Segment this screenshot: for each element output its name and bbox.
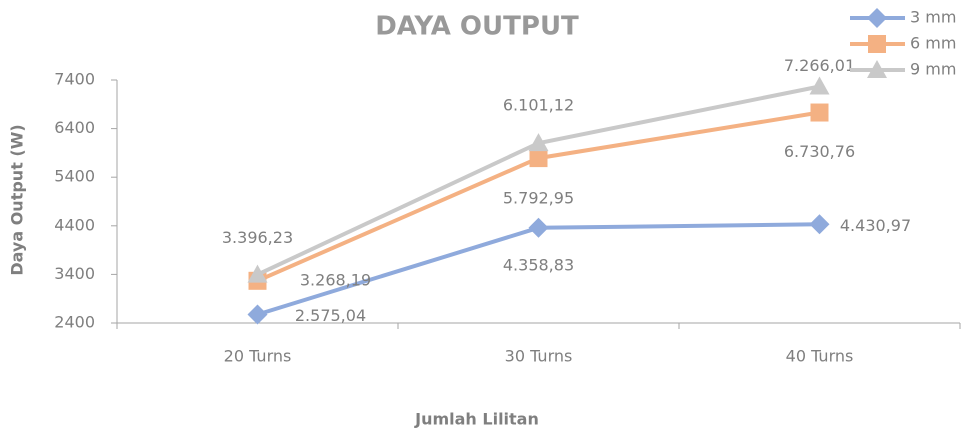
data-point — [528, 217, 549, 238]
data-point — [809, 214, 830, 235]
x-tick-label: 40 Turns — [786, 347, 854, 366]
legend-marker — [867, 60, 887, 78]
data-point — [529, 149, 548, 168]
x-axis-label: Jumlah Lilitan — [414, 410, 539, 429]
legend-label: 3 mm — [910, 8, 956, 27]
y-tick-label: 4400 — [54, 215, 95, 234]
y-tick-label: 6400 — [54, 118, 95, 137]
chart-title: DAYA OUTPUT — [375, 12, 579, 42]
y-tick-label: 3400 — [54, 264, 95, 283]
data-point — [528, 133, 549, 152]
data-label: 4.430,97 — [840, 216, 911, 235]
data-point — [809, 76, 830, 95]
y-tick-label: 5400 — [54, 167, 95, 186]
legend-label: 6 mm — [910, 34, 956, 53]
series-line — [256, 84, 820, 277]
data-point — [810, 103, 829, 122]
data-label: 3.396,23 — [222, 228, 293, 247]
data-label: 2.575,04 — [295, 306, 366, 325]
legend-marker — [867, 8, 887, 28]
legend-label: 9 mm — [910, 60, 956, 79]
y-axis-label: Daya Output (W) — [8, 124, 27, 275]
data-label: 6.730,76 — [784, 142, 855, 161]
data-label: 7.266,01 — [784, 56, 855, 75]
x-tick-label: 20 Turns — [224, 347, 292, 366]
data-label: 3.268,19 — [300, 270, 371, 289]
data-label: 5.792,95 — [503, 189, 574, 208]
y-tick-label: 2400 — [54, 313, 95, 332]
y-tick-label: 7400 — [54, 70, 95, 89]
data-label: 4.358,83 — [503, 255, 574, 274]
data-label: 6.101,12 — [503, 96, 574, 115]
data-point — [247, 264, 268, 283]
legend-marker — [868, 35, 886, 53]
x-tick-label: 30 Turns — [505, 347, 573, 366]
data-point — [247, 304, 268, 325]
